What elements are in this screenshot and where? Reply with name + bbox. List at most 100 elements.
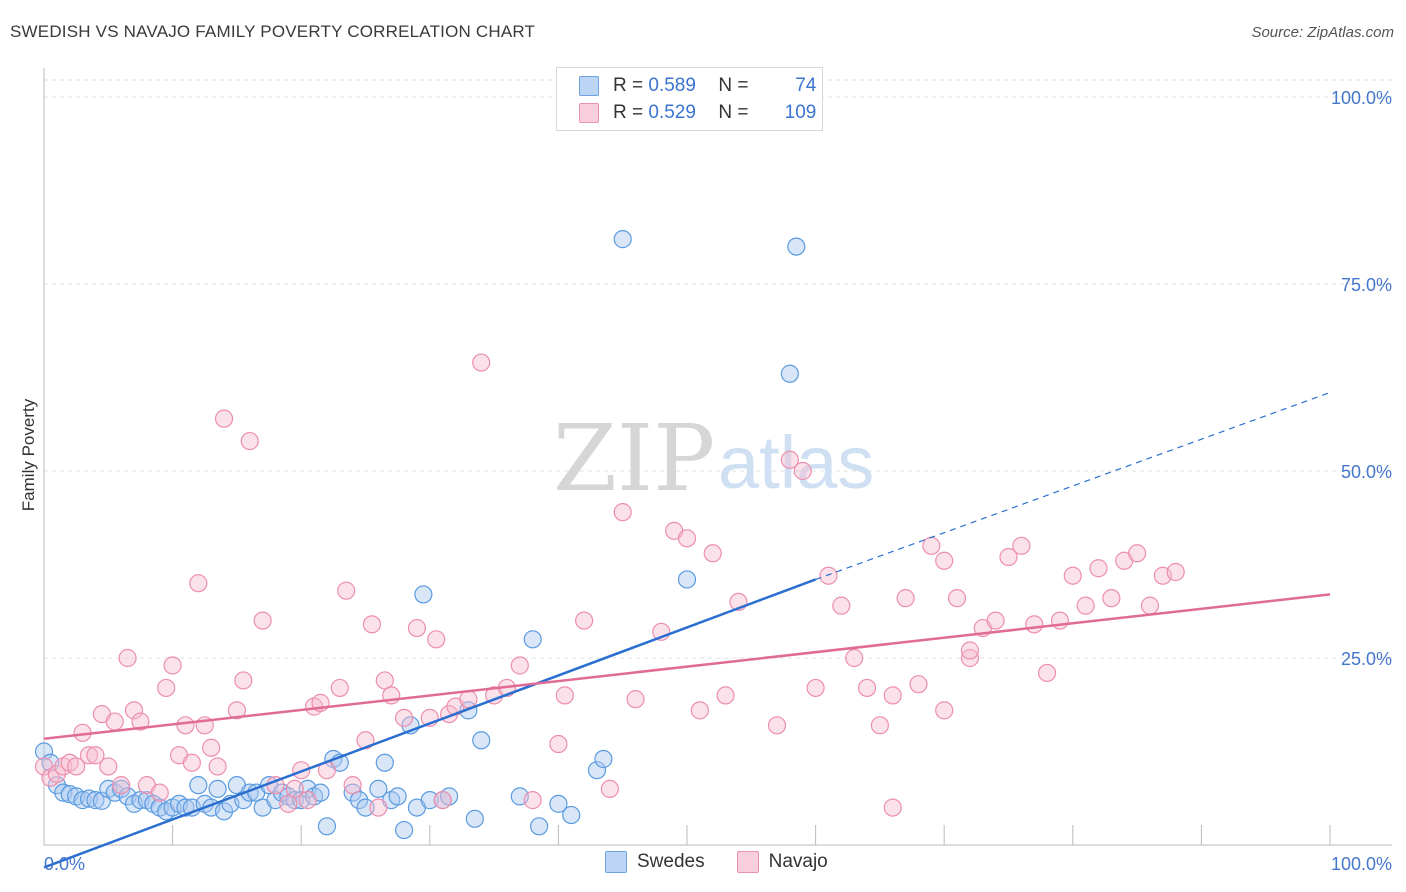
swedes-point [375, 753, 394, 772]
swedes-point [465, 809, 484, 828]
navajo-point [1089, 559, 1108, 578]
navajo-point [343, 776, 362, 795]
navajo-point [394, 708, 414, 727]
navajo-point [986, 611, 1005, 630]
x-tick-label: 0.0% [44, 854, 85, 874]
navajo-point [677, 529, 697, 548]
swedes-point [530, 817, 549, 836]
series-legend: Swedes Navajo [605, 851, 828, 873]
legend-swedes-label: Swedes [637, 851, 705, 872]
swedes-point [369, 779, 388, 799]
swedes-point [394, 820, 414, 840]
navajo-point [298, 791, 317, 810]
navajo-point [253, 611, 272, 630]
legend-swedes-swatch [605, 851, 627, 873]
navajo-point [845, 648, 864, 668]
swedes-point [787, 237, 806, 256]
trend-lines [43, 391, 1331, 869]
swedes-point [414, 585, 433, 604]
navajo-point [922, 536, 941, 555]
navajo-point [369, 798, 388, 817]
navajo-point [1140, 596, 1160, 615]
swedes-point [343, 783, 362, 802]
stats-legend: R = 0.589 N = 74 R = 0.529 N = 109 [556, 67, 823, 131]
navajo-r-label: R = [613, 102, 649, 123]
swedes-point [472, 731, 491, 750]
axes [43, 68, 1392, 846]
chart-source: Source: ZipAtlas.com [1251, 24, 1394, 41]
navajo-point [909, 675, 928, 694]
navajo-swatch [579, 103, 599, 123]
navajo-point [690, 701, 709, 720]
navajo-point [79, 746, 99, 765]
swedes-point [208, 779, 227, 799]
navajo-point [208, 757, 227, 776]
navajo-point [427, 630, 446, 649]
navajo-point [285, 779, 304, 799]
watermark-atlas: atlas [718, 421, 874, 504]
navajo-trend-line [43, 593, 1331, 741]
y-axis-label: Family Poverty [19, 398, 38, 511]
navajo-point [935, 551, 954, 570]
swedes-point [594, 749, 613, 769]
navajo-point [202, 738, 221, 757]
legend-navajo-swatch [736, 851, 759, 873]
navajo-point [523, 791, 542, 810]
navajo-point [1025, 615, 1044, 634]
navajo-point [118, 648, 137, 668]
swedes-point [317, 817, 337, 836]
navajo-point [1063, 566, 1082, 585]
navajo-point [234, 671, 253, 690]
swedes-point [587, 761, 607, 780]
gridlines [44, 79, 1392, 659]
navajo-point [575, 611, 594, 630]
navajo-point [883, 686, 902, 705]
legend-row-navajo: R = 0.529 N = 109 [579, 100, 816, 126]
swedes-point [388, 787, 407, 806]
swedes-point [780, 364, 799, 383]
navajo-point [1166, 562, 1185, 582]
navajo-point [433, 791, 452, 810]
navajo-point [600, 779, 619, 799]
navajo-point [510, 656, 529, 675]
legend-navajo-label: Navajo [768, 851, 828, 872]
y-tick-label: 50.0% [1341, 462, 1392, 482]
navajo-point [613, 503, 632, 522]
navajo-point [176, 716, 195, 735]
navajo-point [214, 409, 234, 428]
navajo-point [793, 461, 812, 481]
legend-row-swedes: R = 0.589 N = 74 [579, 73, 816, 99]
navajo-point [112, 776, 131, 795]
navajo-point [935, 701, 954, 720]
x-tick-label: 100.0% [1331, 854, 1392, 874]
navajo-point [819, 566, 838, 585]
navajo-point [767, 716, 787, 735]
swedes-point [356, 798, 375, 817]
navajo-point [626, 690, 645, 709]
navajo-point [1076, 596, 1095, 615]
navajo-point [947, 589, 967, 608]
swedes-point [677, 570, 697, 589]
swedes-r-label: R = [613, 75, 649, 96]
swedes-point [549, 794, 568, 813]
navajo-point [960, 648, 980, 668]
navajo-n-value: 109 [784, 102, 817, 123]
navajo-point [182, 753, 201, 772]
navajo-point [330, 678, 349, 698]
navajo-point [131, 712, 150, 731]
navajo-point [124, 701, 144, 720]
navajo-point [227, 701, 246, 720]
navajo-point [999, 547, 1018, 567]
navajo-point [47, 764, 66, 784]
navajo-point [472, 353, 491, 372]
navajo-point [1102, 589, 1121, 608]
navajo-point [870, 716, 890, 735]
swedes-n-label: N = [718, 75, 754, 96]
navajo-point [1012, 536, 1031, 555]
y-tick-label: 75.0% [1341, 275, 1392, 295]
navajo-r-value: 0.529 [648, 102, 696, 123]
swedes-point [420, 791, 439, 810]
swedes-r-value: 0.589 [648, 75, 696, 96]
navajo-point [780, 450, 799, 469]
